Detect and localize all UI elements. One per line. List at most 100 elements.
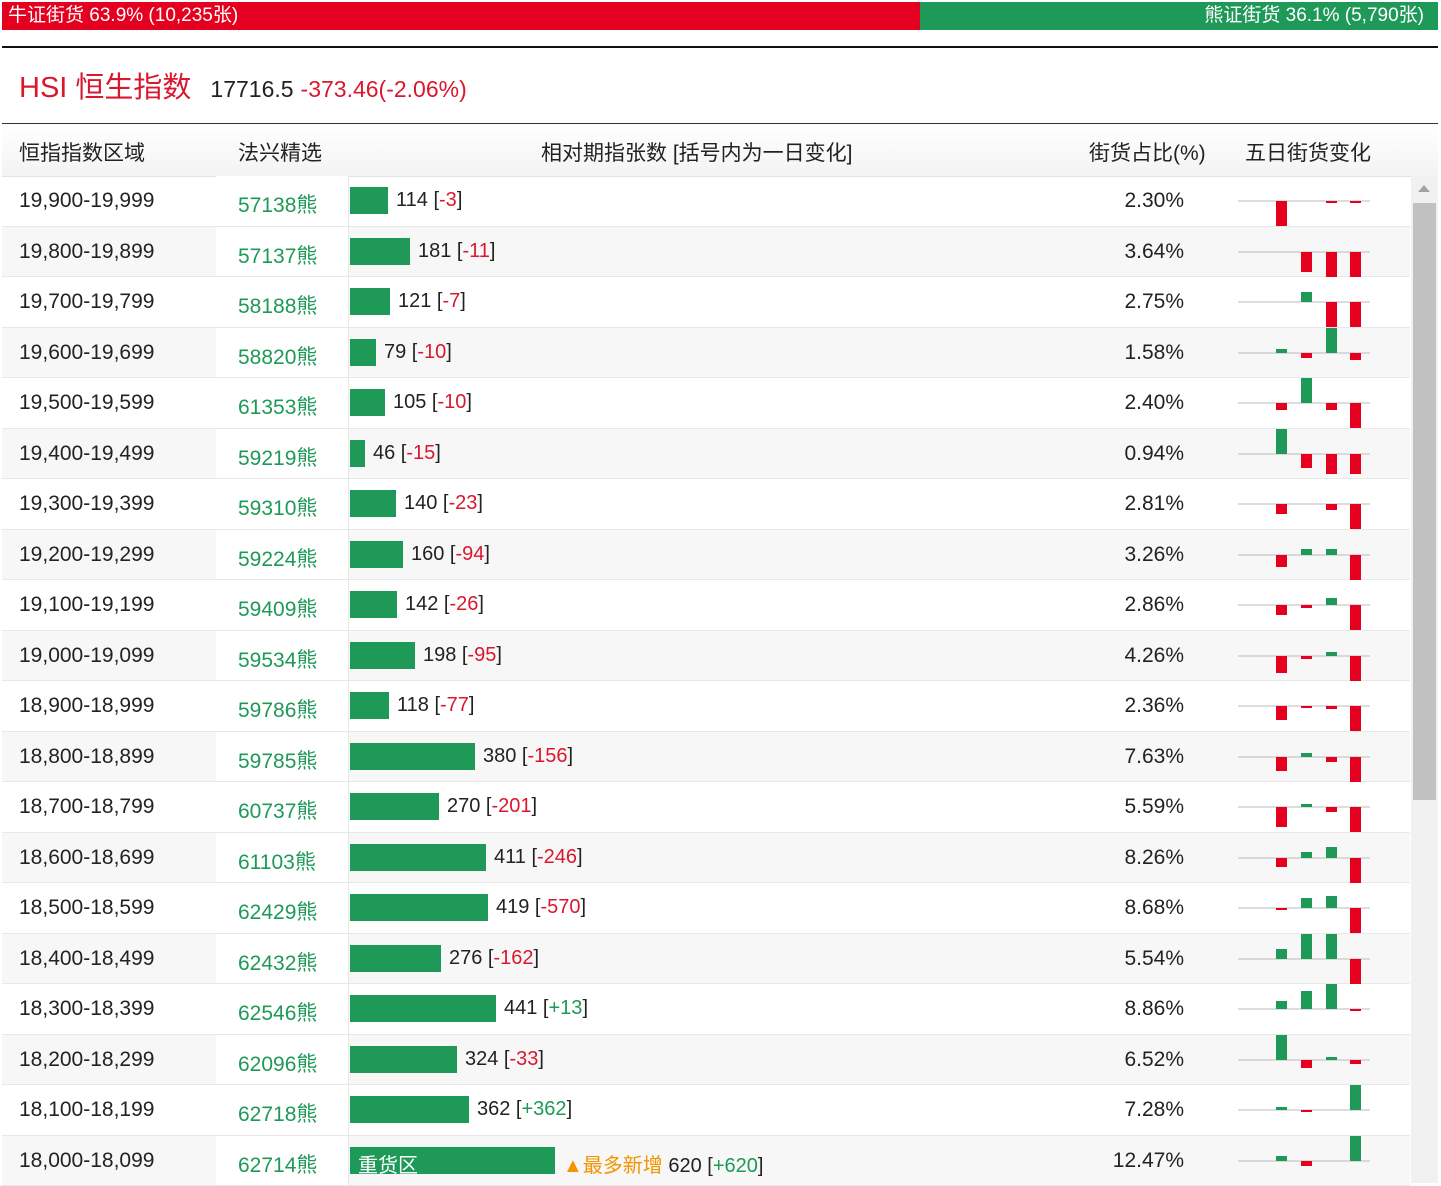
pick-link[interactable]: 59786熊 [238,694,317,724]
count-bar [350,844,486,871]
sparkline-bar [1301,353,1312,358]
scrollbar[interactable] [1411,176,1438,1183]
pick-link[interactable]: 62432熊 [238,947,317,977]
share-percent: 8.86% [1124,997,1184,1021]
sparkline-bar [1276,858,1287,867]
pick-link[interactable]: 62714熊 [238,1149,317,1179]
five-day-sparkline [1234,1136,1372,1186]
pick-link[interactable]: 59409熊 [238,593,317,623]
sparkline-bar [1301,753,1312,757]
pick-link[interactable]: 59224熊 [238,543,317,573]
pick-link[interactable]: 59785熊 [238,745,317,775]
sparkline-bar [1301,706,1312,708]
sparkline-bar [1301,804,1312,807]
count-value: 105 [-10] [393,391,472,414]
count-value: 441 [+13] [504,997,588,1020]
index-range: 18,700-18,799 [19,795,154,819]
share-percent: 2.30% [1124,189,1184,213]
pick-link[interactable]: 62546熊 [238,997,317,1027]
count-value: 160 [-94] [411,543,490,566]
header-pick: 法兴精选 [238,137,322,167]
count-change: -10 [438,391,467,413]
index-range: 19,100-19,199 [19,593,154,617]
sparkline-bar [1326,847,1337,858]
index-header: HSI 恒生指数 17716.5 -373.46(-2.06%) [19,64,467,104]
count-number: 419 [496,896,529,918]
scrollbar-thumb[interactable] [1413,203,1436,800]
sparkline-bar [1276,706,1287,720]
sparkline-bar [1276,1156,1287,1161]
five-day-sparkline [1234,732,1372,782]
pick-link[interactable]: 62429熊 [238,896,317,926]
sparkline-bar [1350,908,1361,933]
sparkline-bar [1350,706,1361,731]
index-range: 19,200-19,299 [19,543,154,567]
pick-link[interactable]: 58188熊 [238,290,317,320]
five-day-sparkline [1234,277,1372,327]
sparkline-bar [1301,605,1312,608]
pick-link[interactable]: 59219熊 [238,442,317,472]
count-number: 160 [411,543,444,565]
pick-link[interactable]: 61353熊 [238,391,317,421]
sparkline-bar [1350,353,1361,360]
five-day-sparkline [1234,429,1372,479]
scroll-up-icon[interactable] [1418,185,1430,192]
sparkline-bar [1301,454,1312,468]
count-bar [350,945,441,972]
pick-cell: 61353熊 [216,378,349,428]
count-change: +620 [713,1155,758,1177]
count-number: 276 [449,947,482,969]
pick-link[interactable]: 59310熊 [238,492,317,522]
pick-link[interactable]: 59534熊 [238,644,317,674]
index-range: 18,100-18,199 [19,1098,154,1122]
sparkline-bar [1301,934,1312,959]
index-range: 19,700-19,799 [19,290,154,314]
sparkline-bar [1350,959,1361,984]
count-change: -15 [406,442,435,464]
pick-link[interactable]: 57137熊 [238,240,317,270]
sparkline-bar [1326,1057,1337,1060]
sparkline-bar [1301,378,1312,403]
share-percent: 0.94% [1124,442,1184,466]
sparkline-bar [1301,1060,1312,1068]
count-value: ▲最多新增 620 [+620] [563,1149,763,1178]
pick-link[interactable]: 62096熊 [238,1048,317,1078]
sparkline-bar [1326,302,1337,327]
share-percent: 1.58% [1124,341,1184,365]
count-number: 324 [465,1048,498,1070]
pick-link[interactable]: 57138熊 [238,189,317,219]
count-change: -570 [541,896,581,918]
count-change: -10 [417,341,446,363]
count-number: 362 [477,1098,510,1120]
count-bar [350,1096,469,1123]
count-bar [350,238,410,265]
sparkline-bar [1301,656,1312,659]
count-value: 380 [-156] [483,745,573,768]
sparkline-bar [1350,1085,1361,1110]
count-change: -246 [537,846,577,868]
sparkline-bar [1326,896,1337,908]
pick-link[interactable]: 61103熊 [238,846,316,876]
pick-link[interactable]: 58820熊 [238,341,317,371]
pick-cell: 59224熊 [216,530,349,580]
sparkline-bar [1276,504,1287,514]
bull-share-label: 牛证街货 63.9% (10,235张) [8,5,238,26]
header-pct: 街货占比(%) [1089,137,1206,167]
share-percent: 5.54% [1124,947,1184,971]
pick-link[interactable]: 60737熊 [238,795,317,825]
sparkline-bar [1326,328,1337,353]
pick-link[interactable]: 62718熊 [238,1098,317,1128]
count-number: 441 [504,997,537,1019]
pick-cell: 62718熊 [216,1085,349,1135]
sparkline-bar [1276,349,1287,353]
five-day-sparkline [1234,530,1372,580]
index-range: 18,600-18,699 [19,846,154,870]
five-day-sparkline [1234,378,1372,428]
sparkline-bar [1326,706,1337,709]
five-day-sparkline [1234,782,1372,832]
